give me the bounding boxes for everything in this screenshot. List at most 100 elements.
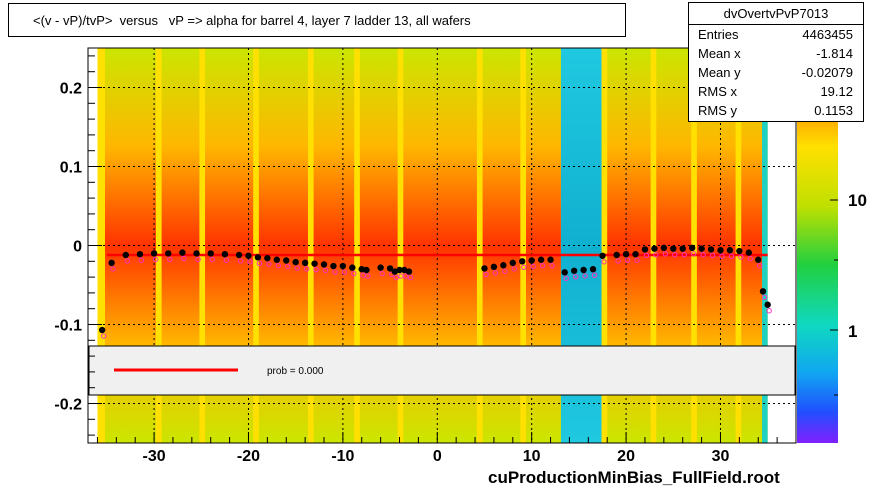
profile-point [405,268,413,275]
profile-point-magenta [266,261,272,267]
stats-value: -0.02079 [801,65,853,80]
profile-point [150,250,158,257]
profile-point [660,244,668,252]
profile-point [589,266,597,273]
profile-point [537,256,545,263]
profile-point-magenta [313,266,319,273]
profile-point-magenta [539,263,546,269]
profile-point-magenta [757,263,763,269]
x-tick-label: -10 [331,448,354,465]
profile-point [755,256,762,263]
profile-point-magenta [530,263,536,270]
stats-row: Mean x -1.814 [689,44,863,63]
profile-point-magenta [634,257,640,263]
profile-point-magenta [294,265,300,271]
profile-point-magenta [601,259,607,265]
profile-point [292,258,299,266]
profile-point-magenta [483,271,489,278]
stats-value: 19.12 [820,84,853,99]
profile-point [363,266,370,274]
profile-point-magenta [379,270,385,277]
profile-point [570,267,578,274]
profile-point-magenta [393,274,399,281]
y-tick-label: -0.2 [54,397,82,414]
profile-point-magenta [719,253,725,259]
x-tick-label: -20 [237,448,260,465]
profile-point-magenta [237,258,244,264]
profile-point-magenta [100,333,107,339]
profile-point [490,263,498,271]
profile-point [358,266,365,273]
profile-point-magenta [332,269,338,275]
profile-point-magenta [728,253,735,259]
profile-point [528,257,535,264]
profile-point [98,326,106,334]
profile-point-magenta [167,256,173,263]
profile-point [519,258,526,265]
profile-point [193,250,200,257]
profile-point-magenta [110,266,116,272]
profile-point-magenta [582,273,588,279]
profile-point [670,245,677,252]
profile-point [481,265,488,272]
profile-point [301,259,309,267]
profile-point [509,259,516,267]
profile-point-magenta [521,264,527,270]
stats-key: Mean x [698,46,741,61]
profile-point [320,261,328,268]
profile-point-magenta [662,251,669,257]
profile-point-magenta [766,308,772,314]
legend-fit-label: prob = 0.000 [267,366,324,377]
profile-point [221,250,229,258]
profile-point-magenta [511,266,517,272]
stats-key: Entries [698,27,739,42]
profile-point-magenta [256,260,263,267]
profile-point [349,264,356,271]
profile-point [122,251,129,259]
profile-point [717,247,724,254]
profile-point-magenta [351,270,357,277]
stats-box: dvOvertvPvP7013 Entries 4463455 Mean x -… [688,2,864,122]
profile-point [207,250,214,257]
profile-point [339,262,347,270]
profile-point [561,269,568,276]
profile-point [632,250,639,258]
profile-point-magenta [247,259,253,265]
profile-point [330,262,337,270]
profile-point-magenta [761,294,768,301]
y-tick-label: 0.2 [60,81,82,98]
stats-key: RMS x [698,84,737,99]
profile-point [679,245,686,252]
profile-point [547,256,554,263]
profile-point-magenta [365,273,371,279]
stats-value: 0.1153 [814,103,853,118]
profile-point [641,246,649,253]
profile-point [273,256,280,263]
stats-key: Mean y [698,65,741,80]
stats-row: RMS x 19.12 [689,82,863,101]
profile-point-magenta [322,267,329,274]
profile-point-magenta [407,274,414,281]
profile-point-magenta [124,258,130,264]
profile-point-magenta [303,266,310,272]
profile-point-magenta [403,273,409,279]
x-tick-label: 30 [712,448,730,465]
profile-point-magenta [738,254,744,260]
profile-point [707,246,715,253]
profile-point [580,266,587,274]
profile-point-magenta [700,251,706,258]
profile-point [264,254,271,262]
y-tick-label: -0.1 [54,318,82,335]
profile-point-magenta [492,270,499,276]
profile-point-magenta [502,268,508,274]
profile-point [613,251,620,259]
stats-key: RMS y [698,103,737,118]
profile-point-magenta [549,263,555,269]
palette-label-10: 10 [848,191,867,210]
profile-point [235,251,243,259]
profile-point [651,245,658,252]
profile-point-magenta [653,251,659,258]
stats-row: RMS y 0.1153 [689,101,863,120]
profile-point-magenta [275,263,281,269]
profile-point-magenta [624,257,631,263]
